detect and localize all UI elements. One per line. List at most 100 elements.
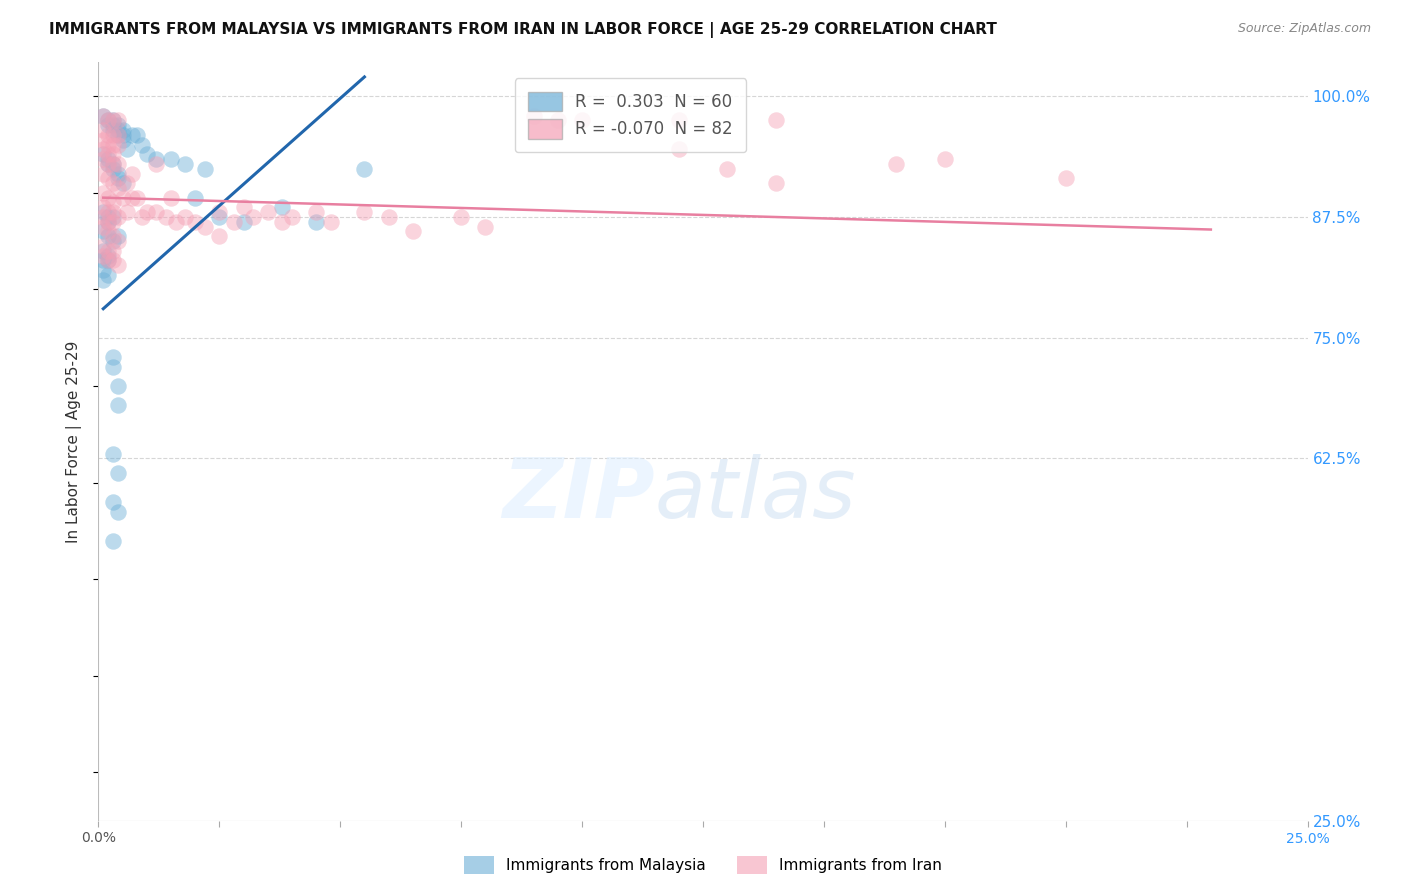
Point [242, 210, 264, 224]
Point [101, 118, 124, 132]
Text: IMMIGRANTS FROM MALAYSIA VS IMMIGRANTS FROM IRAN IN LABOR FORCE | AGE 25-29 CORR: IMMIGRANTS FROM MALAYSIA VS IMMIGRANTS F… [49, 22, 997, 38]
Point [101, 359, 124, 374]
Point [101, 128, 124, 142]
Point [184, 191, 207, 205]
Point [155, 210, 177, 224]
Point [101, 176, 124, 190]
Point [107, 167, 129, 181]
Point [91, 239, 114, 253]
Point [101, 137, 124, 152]
Point [101, 157, 124, 171]
Point [91, 210, 114, 224]
Point [107, 505, 129, 519]
Point [107, 181, 129, 195]
Point [101, 147, 124, 161]
Point [101, 229, 124, 244]
Point [91, 263, 114, 277]
Point [91, 253, 114, 268]
Point [91, 200, 114, 214]
Point [107, 466, 129, 480]
Point [131, 210, 153, 224]
Point [101, 157, 124, 171]
Point [135, 205, 157, 219]
Point [402, 224, 425, 238]
Point [450, 210, 472, 224]
Point [97, 191, 120, 205]
Point [668, 113, 690, 128]
Point [101, 495, 124, 509]
Point [127, 191, 149, 205]
Point [97, 205, 120, 219]
Point [91, 152, 114, 166]
Point [194, 219, 217, 234]
Point [353, 161, 375, 176]
Point [716, 161, 738, 176]
Point [111, 128, 134, 142]
Point [101, 210, 124, 224]
Point [97, 113, 120, 128]
Point [97, 253, 120, 268]
Y-axis label: In Labor Force | Age 25-29: In Labor Force | Age 25-29 [66, 341, 83, 542]
Point [101, 113, 124, 128]
Point [121, 167, 143, 181]
Point [232, 200, 254, 214]
Point [97, 147, 120, 161]
Point [208, 210, 231, 224]
Point [107, 157, 129, 171]
Point [208, 229, 231, 244]
Point [121, 191, 143, 205]
Point [117, 176, 139, 190]
Legend: R =  0.303  N = 60, R = -0.070  N = 82: R = 0.303 N = 60, R = -0.070 N = 82 [515, 78, 747, 152]
Point [97, 157, 120, 171]
Point [91, 244, 114, 258]
Point [107, 128, 129, 142]
Point [232, 215, 254, 229]
Point [101, 533, 124, 548]
Point [97, 253, 120, 268]
Point [101, 123, 124, 137]
Point [111, 123, 134, 137]
Text: ZIP: ZIP [502, 454, 655, 535]
Point [107, 118, 129, 132]
Point [101, 161, 124, 176]
Point [91, 224, 114, 238]
Point [174, 157, 197, 171]
Point [101, 350, 124, 364]
Point [523, 109, 546, 123]
Point [145, 205, 167, 219]
Point [165, 215, 187, 229]
Point [107, 398, 129, 412]
Point [97, 244, 120, 258]
Point [377, 210, 399, 224]
Point [222, 215, 245, 229]
Point [121, 128, 143, 142]
Point [97, 229, 120, 244]
Point [101, 215, 124, 229]
Point [107, 258, 129, 272]
Point [97, 113, 120, 128]
Point [160, 191, 183, 205]
Point [97, 157, 120, 171]
Point [101, 195, 124, 210]
Point [97, 224, 120, 238]
Point [107, 123, 129, 137]
Point [91, 219, 114, 234]
Point [145, 152, 167, 166]
Point [107, 171, 129, 186]
Point [668, 142, 690, 156]
Point [91, 109, 114, 123]
Legend: Immigrants from Malaysia, Immigrants from Iran: Immigrants from Malaysia, Immigrants fro… [457, 850, 949, 880]
Point [91, 205, 114, 219]
Text: Source: ZipAtlas.com: Source: ZipAtlas.com [1237, 22, 1371, 36]
Point [305, 205, 328, 219]
Point [111, 176, 134, 190]
Point [107, 128, 129, 142]
Point [145, 157, 167, 171]
Point [91, 133, 114, 147]
Point [117, 205, 139, 219]
Point [91, 273, 114, 287]
Point [101, 447, 124, 461]
Point [91, 249, 114, 263]
Point [97, 215, 120, 229]
Text: atlas: atlas [655, 454, 856, 535]
